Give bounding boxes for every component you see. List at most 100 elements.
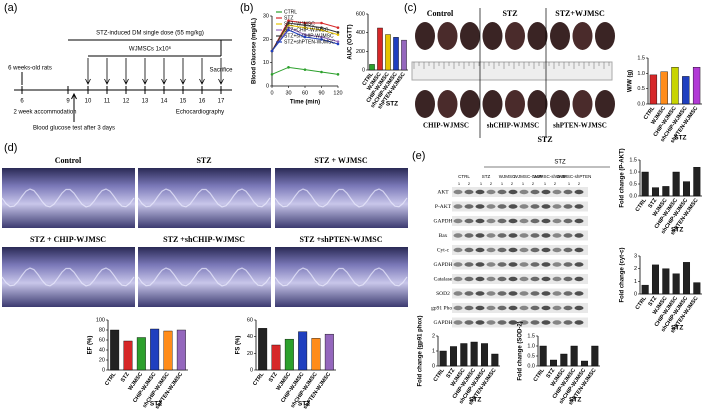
echo-image (2, 168, 135, 228)
echo-trace (137, 267, 271, 287)
week-label: 9 (66, 99, 70, 105)
label: 1 (522, 181, 525, 186)
blot-band (563, 320, 573, 325)
y-axis-label: Fold change (P-AKT) (620, 148, 626, 207)
blot-band (508, 262, 518, 267)
label: WJMSCs 1x10⁶ (129, 46, 172, 53)
bar (649, 74, 658, 105)
blot-band (530, 233, 540, 238)
blot-band (574, 218, 584, 224)
blot-band (464, 276, 474, 282)
bar (136, 337, 146, 371)
x-tick-label: STZ (647, 197, 658, 209)
y-tick-label: 20 (263, 37, 269, 43)
blot-band (497, 320, 507, 325)
label: gp91 Phox (431, 305, 455, 311)
blot-band (563, 291, 573, 296)
bar (393, 37, 399, 71)
label: Bax (439, 233, 448, 239)
blot-band (552, 276, 562, 282)
injection-arrow (161, 58, 167, 85)
blot-band (497, 218, 507, 224)
label: Echocardiography (176, 110, 224, 116)
label: CTRL (458, 174, 470, 179)
y-tick-label: 80 (99, 327, 105, 333)
y-tick-label: 60 (247, 317, 253, 323)
blot-band (563, 204, 573, 209)
y-tick-label: 40 (99, 347, 105, 353)
heart-photo (572, 22, 593, 50)
label: 6 weeks-old rats (8, 66, 52, 72)
heart-photo (527, 90, 548, 118)
heart-photo (415, 90, 435, 118)
point (287, 26, 290, 29)
label: CHIP-WJMSC (423, 122, 469, 130)
label: 2 (468, 181, 471, 186)
blot-band (530, 291, 540, 296)
label: WJMSC-CHIP (514, 174, 543, 179)
heart-photo (505, 22, 525, 50)
echo-trace (274, 267, 408, 287)
blot-band (552, 305, 562, 311)
label: Control (427, 9, 454, 18)
y-tick-label: 0 (362, 67, 365, 73)
blot-band (541, 320, 551, 325)
blot-band (563, 233, 573, 238)
bar (439, 350, 447, 367)
ruler (411, 61, 613, 81)
bar (651, 264, 660, 295)
legend-label: STZ+shCHIP-WJMSC (284, 33, 334, 39)
label: STZ+WJMSC (555, 9, 605, 18)
y-tick-label: 0.0 (637, 101, 645, 107)
bar (580, 360, 589, 367)
y-tick-label: 1.0 (637, 71, 645, 77)
blot-band (464, 204, 474, 209)
heart-photo (460, 22, 480, 50)
blot-band (475, 218, 485, 224)
blot-band (453, 305, 463, 311)
blot-band (486, 218, 496, 224)
point (303, 21, 307, 25)
point (336, 73, 340, 76)
label: SOD2 (436, 291, 450, 297)
point (336, 42, 340, 46)
y-tick-label: 2 (432, 333, 435, 339)
point (320, 35, 323, 39)
label: STZ (196, 156, 211, 165)
bar (651, 187, 660, 197)
label: 2 week accommodation (13, 110, 76, 116)
label: P-AKT (435, 204, 452, 210)
legend-label: STZ+shPTEN-WJMSC (284, 39, 335, 45)
group-label: STZ (671, 227, 683, 234)
label: WJMSC-shCHIP (533, 174, 567, 179)
blot-band (453, 204, 463, 209)
bar (693, 166, 701, 197)
blot-band (574, 291, 584, 296)
blot-band (475, 189, 485, 195)
label: Catalase (434, 276, 453, 282)
point (320, 28, 323, 32)
bar (480, 343, 489, 367)
point (336, 31, 340, 34)
blot-band (497, 189, 507, 195)
panel-label: (e) (412, 150, 425, 162)
echo-trace (1, 188, 135, 208)
panel-label: (c) (404, 2, 417, 14)
injection-arrow (180, 58, 186, 85)
label: shPTEN-WJMSC (553, 122, 607, 130)
echo-trace (274, 188, 408, 208)
label: 1 (458, 181, 461, 186)
y-tick-label: 0 (250, 367, 253, 373)
blot-band (541, 305, 551, 311)
blot-band (486, 305, 496, 311)
week-label: 10 (85, 99, 92, 105)
injection-arrow (104, 58, 110, 85)
y-tick-label: 1 (432, 348, 435, 354)
x-tick-label: 30 (285, 90, 291, 96)
blot-band (508, 320, 518, 325)
blot-band (563, 305, 573, 311)
heart-photo (415, 22, 435, 50)
y-tick-label: 0 (634, 291, 637, 297)
